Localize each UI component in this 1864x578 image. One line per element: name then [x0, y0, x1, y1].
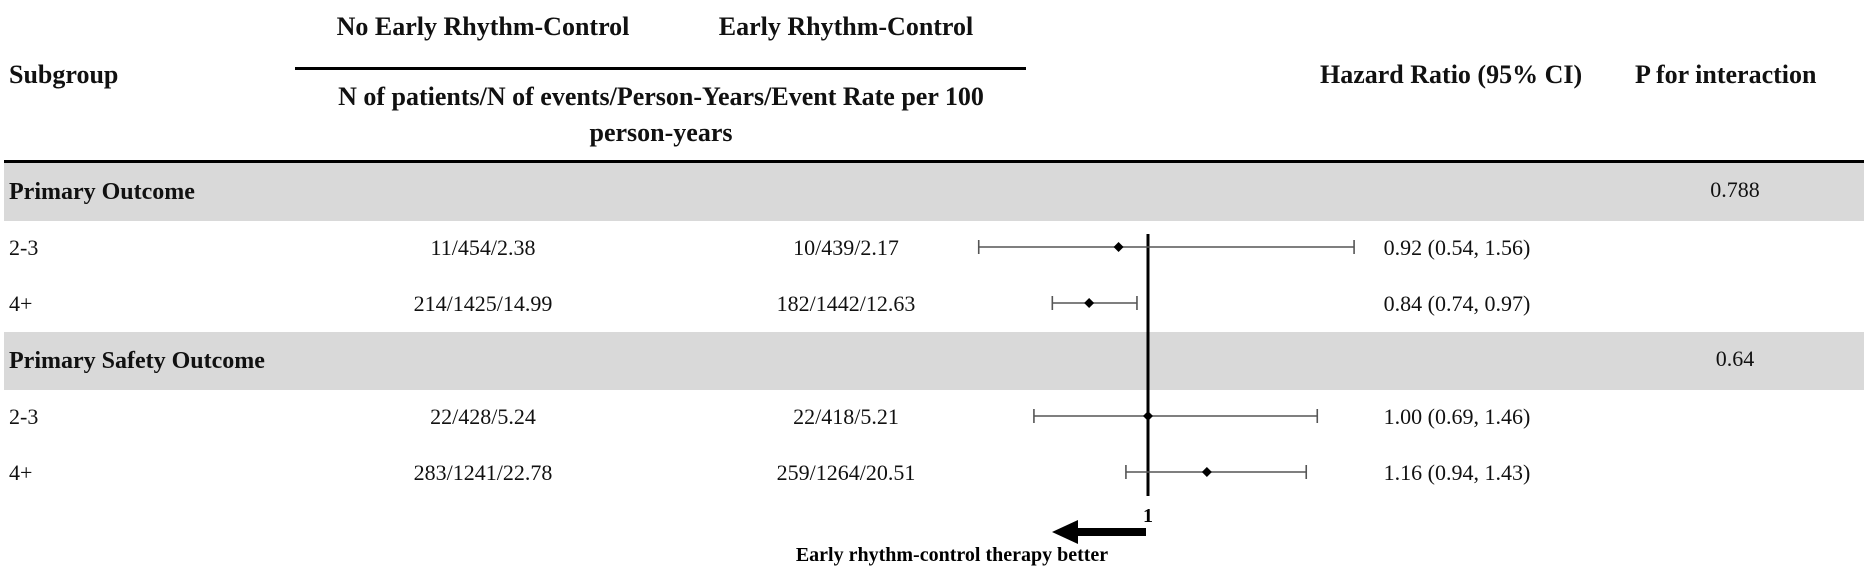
- section-band-safety: [4, 332, 1864, 390]
- p-value: 0.788: [1710, 177, 1760, 202]
- row-label: 2-3: [9, 404, 39, 429]
- point-estimate-marker: [1113, 242, 1124, 252]
- no-early-value: 22/428/5.24: [430, 404, 536, 429]
- section-title: Primary Outcome: [9, 179, 195, 205]
- row-label: 4+: [9, 291, 33, 316]
- group-header-no-early: No Early Rhythm-Control: [336, 12, 630, 41]
- no-early-value: 11/454/2.38: [430, 235, 536, 260]
- p-value: 0.64: [1715, 346, 1755, 371]
- columns-desc-line1: N of patients/N of events/Person-Years/E…: [338, 82, 984, 111]
- row-label: 2-3: [9, 235, 39, 260]
- point-estimate-marker: [1201, 467, 1212, 477]
- hr-text: 1.00 (0.69, 1.46): [1383, 404, 1531, 429]
- no-early-value: 214/1425/14.99: [413, 291, 553, 316]
- hr-text: 1.16 (0.94, 1.43): [1383, 460, 1531, 485]
- reference-tick-label: 1: [1143, 505, 1153, 527]
- hr-header: Hazard Ratio (95% CI): [1320, 60, 1583, 89]
- arrow-left-icon: [1052, 520, 1078, 544]
- early-value: 22/418/5.21: [793, 404, 899, 429]
- group-header-rule: [295, 67, 1026, 70]
- section-title: Primary Safety Outcome: [9, 348, 265, 374]
- hr-text: 0.92 (0.54, 1.56): [1383, 235, 1531, 260]
- point-estimate-marker: [1084, 298, 1095, 308]
- early-value: 259/1264/20.51: [776, 460, 916, 485]
- section-band-primary: [4, 163, 1864, 221]
- p-header: P for interaction: [1635, 60, 1817, 89]
- early-value: 182/1442/12.63: [776, 291, 916, 316]
- no-early-value: 283/1241/22.78: [413, 460, 553, 485]
- subgroup-header: Subgroup: [9, 60, 119, 89]
- arrow-caption: Early rhythm-control therapy better: [796, 544, 1108, 566]
- columns-desc-line2: person-years: [589, 118, 733, 147]
- early-value: 10/439/2.17: [793, 235, 899, 260]
- point-estimate-marker: [1143, 411, 1153, 421]
- header-bottom-rule: [4, 160, 1864, 163]
- hr-text: 0.84 (0.74, 0.97): [1383, 291, 1531, 316]
- arrow-shaft: [1070, 528, 1146, 536]
- row-label: 4+: [9, 460, 33, 485]
- group-header-early: Early Rhythm-Control: [718, 12, 974, 41]
